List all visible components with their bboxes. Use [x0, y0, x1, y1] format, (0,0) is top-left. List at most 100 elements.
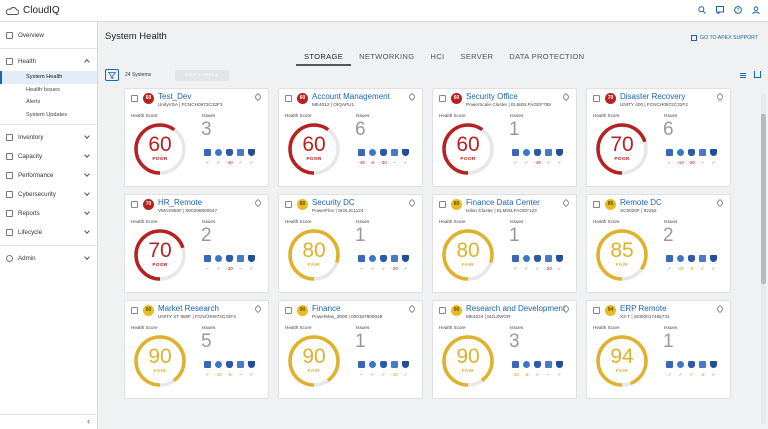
scrollbar[interactable] — [761, 94, 766, 424]
health-category-icons — [512, 255, 563, 262]
card-checkbox[interactable] — [285, 307, 292, 314]
sidebar-item-performance[interactable]: Performance — [0, 166, 97, 185]
health-category-value: ✓ — [249, 372, 254, 377]
card-checkbox[interactable] — [285, 95, 292, 102]
apex-support-link[interactable]: GO TO APEX SUPPORT — [691, 35, 758, 41]
user-icon[interactable] — [751, 6, 760, 15]
system-card[interactable]: 85 Remote DC SC5020F | 92252 Health Scor… — [586, 194, 731, 293]
system-name-link[interactable]: Finance — [312, 304, 341, 313]
sidebar-item-inventory[interactable]: Inventory — [0, 128, 97, 147]
tag-icon[interactable] — [715, 198, 725, 208]
system-name-link[interactable]: Finance Data Center — [466, 198, 540, 207]
tab-networking[interactable]: NETWORKING — [359, 52, 415, 61]
health-category-icons — [358, 361, 409, 368]
help-icon[interactable]: ? — [733, 6, 742, 15]
sidebar-item-cybersecurity[interactable]: Cybersecurity — [0, 185, 97, 204]
health-category-0-icon — [358, 255, 365, 262]
health-category-2-icon — [380, 361, 387, 368]
system-name-link[interactable]: Security DC — [312, 198, 355, 207]
health-score-label: Health Score — [593, 113, 620, 118]
system-card[interactable]: 90 Market Research UNITY XT 880F | FCNCH… — [124, 300, 269, 399]
system-card[interactable]: 80 Security DC PowerFlex | SIOLIC1124 He… — [278, 194, 423, 293]
system-name-link[interactable]: Remote DC — [620, 198, 662, 207]
system-name-link[interactable]: ERP Remote — [620, 304, 667, 313]
tag-icon[interactable] — [253, 198, 263, 208]
system-name-link[interactable]: Security Office — [466, 92, 518, 101]
system-card[interactable]: 60 Test_Dev UnityVSA | FCNCH0972C32F3 He… — [124, 88, 269, 187]
tab-server[interactable]: SERVER — [460, 52, 494, 61]
card-checkbox[interactable] — [593, 307, 600, 314]
system-name-link[interactable]: Account Management — [312, 92, 390, 101]
sidebar-item-health[interactable]: Health — [0, 52, 97, 71]
sidebar-subitem-health-issues[interactable]: Health Issues — [26, 86, 60, 93]
tag-icon[interactable] — [715, 92, 725, 102]
system-name-link[interactable]: Test_Dev — [158, 92, 192, 101]
system-name-link[interactable]: HR_Remote — [158, 198, 203, 207]
health-category-value: ✓ — [535, 266, 540, 271]
tag-icon[interactable] — [407, 304, 417, 314]
sidebar-subitem-system-updates[interactable]: System Updates — [26, 111, 68, 118]
health-score-gauge: 60 POOR — [285, 120, 343, 178]
card-checkbox[interactable] — [593, 95, 600, 102]
health-category-3-icon — [545, 255, 552, 262]
system-name-link[interactable]: Market Research — [158, 304, 219, 313]
tag-icon[interactable] — [253, 304, 263, 314]
search-icon[interactable] — [697, 6, 706, 15]
health-score-gauge: 85 FAIR — [593, 226, 651, 284]
system-card[interactable]: 94 ERP Remote X2-T | SI000017465731 Heal… — [586, 300, 731, 399]
filter-button[interactable] — [105, 69, 119, 81]
card-checkbox[interactable] — [131, 307, 138, 314]
system-card[interactable]: 70 HR_Remote VMAX950F | 000296800647 Hea… — [124, 194, 269, 293]
system-name-link[interactable]: Research and Development — [466, 304, 566, 313]
sidebar-item-overview[interactable]: Overview — [0, 26, 97, 45]
card-checkbox[interactable] — [285, 201, 292, 208]
list-view-icon[interactable] — [740, 73, 746, 78]
system-card[interactable]: 60 Security Office PowerScale Cluster | … — [432, 88, 577, 187]
health-category-value: – — [360, 372, 363, 377]
card-checkbox[interactable] — [131, 201, 138, 208]
tag-icon[interactable] — [715, 304, 725, 314]
card-checkbox[interactable] — [439, 95, 446, 102]
sidebar-subitem-alerts[interactable]: Alerts — [26, 99, 41, 106]
app-logo[interactable]: CloudIQ — [0, 5, 60, 16]
tag-icon[interactable] — [407, 92, 417, 102]
system-card[interactable]: 80 Finance Data Center Isilon Cluster | … — [432, 194, 577, 293]
system-model-serial: VMAX950F | 000296800647 — [158, 208, 218, 213]
sidebar-subitem-system-health[interactable]: System Health — [0, 71, 97, 84]
card-checkbox[interactable] — [439, 201, 446, 208]
sidebar-item-lifecycle[interactable]: Lifecycle — [0, 223, 97, 242]
health-category-3-icon — [699, 361, 706, 368]
tab-hci[interactable]: HCI — [430, 52, 445, 61]
issues-label: Issues — [202, 113, 216, 118]
system-card[interactable]: 90 Finance PowerMax_2000 | 000197900049 … — [278, 300, 423, 399]
health-category-0-icon — [204, 255, 211, 262]
health-score-gauge: 60 POOR — [131, 120, 189, 178]
system-card[interactable]: 70 Disaster Recovery UNITY 400 | FCNCH09… — [586, 88, 731, 187]
system-card[interactable]: 90 Research and Development ME4024 | MJL… — [432, 300, 577, 399]
tab-storage[interactable]: STORAGE — [296, 52, 352, 66]
scrollbar-thumb[interactable] — [761, 114, 766, 284]
system-card[interactable]: 60 Account Management ME4012 | OIQAPU1 H… — [278, 88, 423, 187]
health-status: POOR — [152, 157, 168, 162]
system-name-link[interactable]: Disaster Recovery — [620, 92, 686, 101]
export-icon[interactable] — [754, 71, 761, 78]
tag-icon[interactable] — [561, 198, 571, 208]
tab-data-protection[interactable]: DATA PROTECTION — [509, 52, 585, 61]
sidebar-item-admin[interactable]: Admin — [0, 249, 97, 268]
tag-icon[interactable] — [561, 92, 571, 102]
sidebar-item-capacity[interactable]: Capacity — [0, 147, 97, 166]
card-checkbox[interactable] — [593, 201, 600, 208]
health-status: FAIR — [153, 369, 167, 374]
edit-labels-button[interactable]: EDIT LABELS — [175, 69, 229, 81]
health-category-4-icon — [710, 361, 717, 368]
card-checkbox[interactable] — [439, 307, 446, 314]
sidebar-item-reports[interactable]: Reports — [0, 204, 97, 223]
health-category-icons — [512, 149, 563, 156]
collapse-sidebar-button[interactable]: ‹ — [0, 414, 98, 429]
tag-icon[interactable] — [253, 92, 263, 102]
chat-icon[interactable] — [715, 6, 724, 16]
tag-icon[interactable] — [407, 198, 417, 208]
card-checkbox[interactable] — [131, 95, 138, 102]
health-status: POOR — [460, 157, 476, 162]
health-category-values: – ✓ ✓ -20 ✓ — [358, 266, 409, 272]
